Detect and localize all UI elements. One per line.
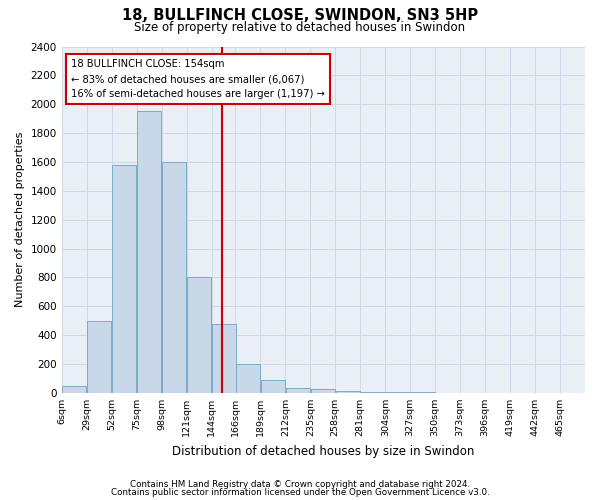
- Bar: [286, 388, 310, 393]
- Bar: [212, 324, 236, 393]
- X-axis label: Distribution of detached houses by size in Swindon: Distribution of detached houses by size …: [172, 444, 475, 458]
- Bar: [386, 392, 410, 393]
- Bar: [137, 112, 161, 393]
- Bar: [187, 278, 211, 393]
- Bar: [87, 320, 111, 393]
- Text: 18, BULLFINCH CLOSE, SWINDON, SN3 5HP: 18, BULLFINCH CLOSE, SWINDON, SN3 5HP: [122, 8, 478, 22]
- Bar: [261, 380, 285, 393]
- Bar: [112, 165, 136, 393]
- Bar: [162, 162, 186, 393]
- Text: Contains HM Land Registry data © Crown copyright and database right 2024.: Contains HM Land Registry data © Crown c…: [130, 480, 470, 489]
- Text: Size of property relative to detached houses in Swindon: Size of property relative to detached ho…: [134, 21, 466, 34]
- Bar: [410, 392, 435, 393]
- Text: Contains public sector information licensed under the Open Government Licence v3: Contains public sector information licen…: [110, 488, 490, 497]
- Bar: [311, 389, 335, 393]
- Bar: [236, 364, 260, 393]
- Y-axis label: Number of detached properties: Number of detached properties: [15, 132, 25, 308]
- Bar: [62, 386, 86, 393]
- Bar: [336, 390, 360, 393]
- Bar: [361, 392, 385, 393]
- Text: 18 BULLFINCH CLOSE: 154sqm
← 83% of detached houses are smaller (6,067)
16% of s: 18 BULLFINCH CLOSE: 154sqm ← 83% of deta…: [71, 60, 325, 99]
